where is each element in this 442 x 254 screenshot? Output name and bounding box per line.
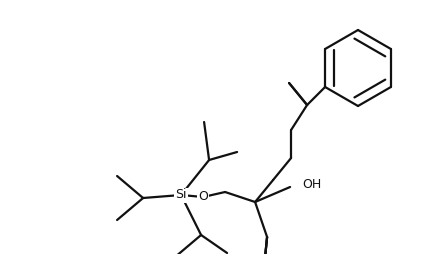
Text: Si: Si	[175, 188, 187, 201]
Text: O: O	[198, 190, 208, 203]
Text: OH: OH	[302, 179, 321, 192]
